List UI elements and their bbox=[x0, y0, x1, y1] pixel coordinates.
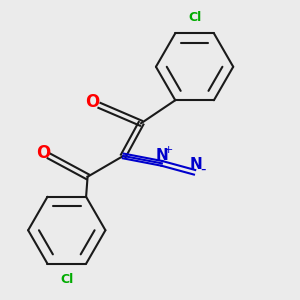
Text: N: N bbox=[190, 158, 202, 172]
Text: +: + bbox=[164, 145, 173, 155]
Text: -: - bbox=[201, 162, 206, 177]
Text: N: N bbox=[155, 148, 168, 163]
Text: O: O bbox=[36, 144, 50, 162]
Text: Cl: Cl bbox=[60, 273, 74, 286]
Text: Cl: Cl bbox=[188, 11, 201, 24]
Text: O: O bbox=[85, 93, 99, 111]
